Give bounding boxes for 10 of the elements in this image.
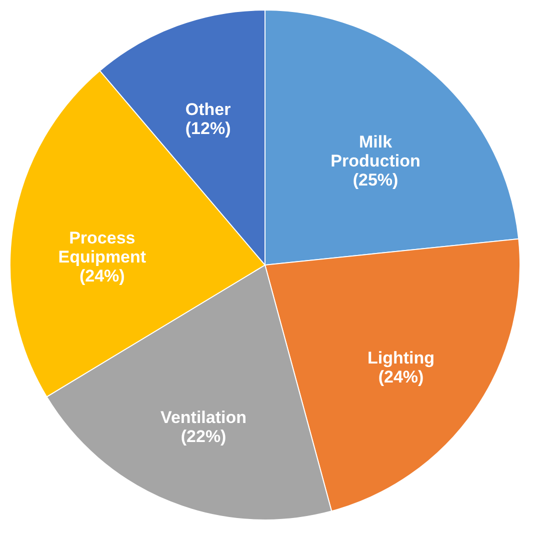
data-label: (25%) (352, 170, 398, 190)
slice-label: Lighting (367, 348, 435, 368)
data-label: (24%) (79, 266, 125, 286)
slice-label: Ventilation (160, 408, 247, 428)
data-label: (24%) (378, 367, 424, 386)
slice-label: Milk Production (330, 132, 420, 170)
data-label: (22%) (180, 427, 226, 446)
slice-label: Other (185, 100, 232, 120)
slice-label: Process Equipment (58, 228, 146, 266)
data-label: (12%) (185, 119, 231, 138)
